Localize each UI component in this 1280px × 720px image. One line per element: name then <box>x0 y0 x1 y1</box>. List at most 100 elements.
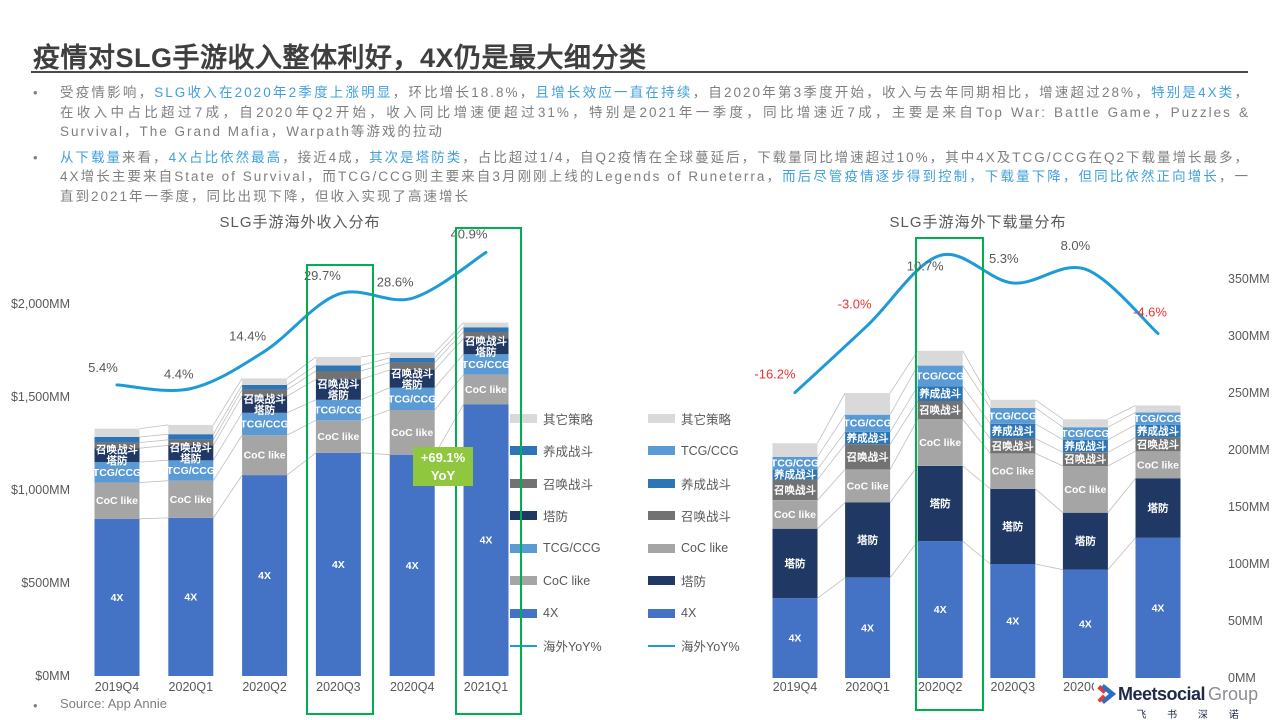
segment-connector-line <box>360 369 390 380</box>
bar-label-CoC like: CoC like <box>992 466 1034 478</box>
bar-segment-塔防-2020Q4 <box>389 370 435 388</box>
bullet-segment: 而后尽管疫情逐步得到控制，下载量下降，但同比依然正向增长 <box>782 169 1219 184</box>
bar-label-TCG/CCG: TCG/CCG <box>240 419 288 431</box>
yoy-callout-label: YoY <box>430 468 456 483</box>
legend-color-swatch <box>648 576 675 586</box>
segment-connector-line <box>139 445 169 449</box>
bullet-segment: 从下载量 <box>60 149 123 165</box>
legend-color-swatch <box>510 608 537 618</box>
bar-label-CoC like: CoC like <box>96 495 138 507</box>
bar-segment-其它策略-2020Q2 <box>242 378 288 385</box>
segment-connector-line <box>1035 563 1063 571</box>
bullet-segment: ，环比增长18.8%， <box>392 85 536 100</box>
bar-segment-其它策略-2020Q4 <box>1062 419 1108 428</box>
legend-color-swatch <box>648 511 675 521</box>
bar-segment-TCG/CCG-2020Q4 <box>1062 427 1108 440</box>
segment-connector-line <box>962 400 991 439</box>
bar-label-CoC like: CoC like <box>919 437 961 449</box>
bar-label-养成战斗: 养成战斗 <box>1063 440 1106 453</box>
x-axis-category-label: 2019Q4 <box>95 680 140 694</box>
bar-label-4X: 4X <box>258 570 271 582</box>
legend-label: 养成战斗 <box>681 477 732 492</box>
bullet-segment: ，一直到2021年一季度，同比出现下降，但收入实现了高速增长 <box>60 169 1251 204</box>
bar-label-塔防: 召唤战斗塔防 <box>170 441 212 465</box>
yoy-point-label: 5.4% <box>88 360 118 375</box>
source-note: • Source: App Annie <box>33 696 167 716</box>
bar-segment-养成战斗-2021Q1 <box>463 327 509 332</box>
bar-segment-TCG/CCG-2020Q2 <box>917 365 963 387</box>
yoy-point-label: 5.3% <box>989 251 1019 266</box>
bar-segment-TCG/CCG-2020Q3 <box>990 407 1036 424</box>
page-title: 疫情对SLG手游收入整体利好，4X仍是最大细分类 <box>33 43 647 73</box>
x-axis-category-label: 2020Q3 <box>316 680 361 694</box>
bar-label-CoC like: CoC like <box>391 427 433 439</box>
bar-label-召唤战斗: 召唤战斗 <box>847 450 889 463</box>
bar-label-TCG/CCG: TCG/CCG <box>167 465 215 477</box>
y-axis-tick-label: $2,000MM <box>11 297 70 311</box>
left-chart-legend: 其它策略 养成战斗 召唤战斗 塔防 TCG/CCG CoC like 4X 海外YoY% <box>510 402 602 662</box>
bullet-segment: 其次是塔防类 <box>369 149 463 165</box>
segment-connector-line <box>962 540 991 565</box>
legend-label: 召唤战斗 <box>681 510 732 525</box>
bar-segment-召唤战斗-2019Q4 <box>772 479 818 501</box>
legend-item-养成战斗: 养成战斗 <box>510 435 602 468</box>
bar-segment-养成战斗-2020Q1 <box>845 431 891 445</box>
bar-segment-塔防-2020Q3 <box>315 379 361 400</box>
segment-connector-line <box>434 338 464 371</box>
segment-connector-line <box>962 350 991 400</box>
legend-color-swatch <box>648 543 675 553</box>
segment-connector-line <box>889 540 919 578</box>
segment-connector-line <box>889 419 919 470</box>
legend-line-swatch <box>648 644 675 647</box>
bar-label-4X: 4X <box>1006 616 1019 628</box>
bar-segment-4X-2019Q4 <box>772 598 818 678</box>
bar-segment-养成战斗-2020Q4 <box>1062 439 1108 453</box>
legend-label: 召唤战斗 <box>543 477 594 492</box>
legend-label: CoC like <box>681 541 729 556</box>
bar-label-TCG/CCG: TCG/CCG <box>989 410 1037 422</box>
legend-color-swatch <box>648 608 675 618</box>
logo-suffix-text: Group <box>1208 683 1259 704</box>
bar-segment-塔防-2020Q1 <box>168 445 214 461</box>
segment-connector-line <box>286 370 317 390</box>
title-divider <box>31 71 1248 73</box>
bar-segment-TCG/CCG-2019Q4 <box>94 462 140 483</box>
segment-connector-line <box>817 444 846 480</box>
bar-label-4X: 4X <box>480 535 493 547</box>
bar-segment-TCG/CCG-2020Q2 <box>242 412 288 436</box>
bar-segment-塔防-2021Q1 <box>1135 478 1181 538</box>
bar-segment-其它策略-2020Q3 <box>315 357 361 366</box>
x-axis-category-label: 2020Q2 <box>242 680 287 694</box>
bar-label-4X: 4X <box>861 622 874 634</box>
bullet-segment: 特别是4X类 <box>1150 85 1235 100</box>
legend-label: 海外YoY% <box>543 640 602 655</box>
bar-label-塔防: 塔防 <box>930 497 951 510</box>
segment-connector-line <box>286 365 317 386</box>
segment-connector-line <box>360 409 390 421</box>
legend-label: 塔防 <box>543 510 569 525</box>
bar-label-TCG/CCG: TCG/CCG <box>314 405 362 417</box>
bar-segment-塔防-2020Q2 <box>242 396 288 413</box>
bar-segment-CoC like-2020Q3 <box>315 420 361 453</box>
legend-label: 其它策略 <box>681 412 732 427</box>
bullet-segment: 受疫情影响， <box>60 85 155 100</box>
bar-label-CoC like: CoC like <box>1064 484 1106 496</box>
bar-label-4X: 4X <box>789 633 802 645</box>
bar-segment-TCG/CCG-2020Q1 <box>168 460 214 481</box>
y-axis-tick-label: $1,000MM <box>11 483 70 497</box>
bar-segment-塔防-2019Q4 <box>772 528 818 599</box>
bar-label-塔防: 召唤战斗塔防 <box>465 334 507 358</box>
bar-label-4X: 4X <box>184 592 197 604</box>
bar-label-召唤战斗: 召唤战斗 <box>1064 453 1106 466</box>
yoy-callout: +69.1% YoY <box>413 447 473 486</box>
segment-connector-line <box>962 365 991 409</box>
bar-label-塔防: 塔防 <box>1002 520 1023 533</box>
legend-label: 海外YoY% <box>681 640 740 655</box>
segment-connector-line <box>817 502 846 529</box>
bar-label-塔防: 塔防 <box>857 534 878 547</box>
segment-connector-line <box>139 439 169 443</box>
logo-brand-text: Meetsocial <box>1118 683 1206 704</box>
bullet-list: • 受疫情影响，SLG收入在2020年2季度上涨明显，环比增长18.8%，且增长效… <box>33 83 1250 212</box>
bar-segment-4X-2020Q2 <box>917 541 963 678</box>
legend-item-海外YoY%: 海外YoY% <box>510 630 602 663</box>
